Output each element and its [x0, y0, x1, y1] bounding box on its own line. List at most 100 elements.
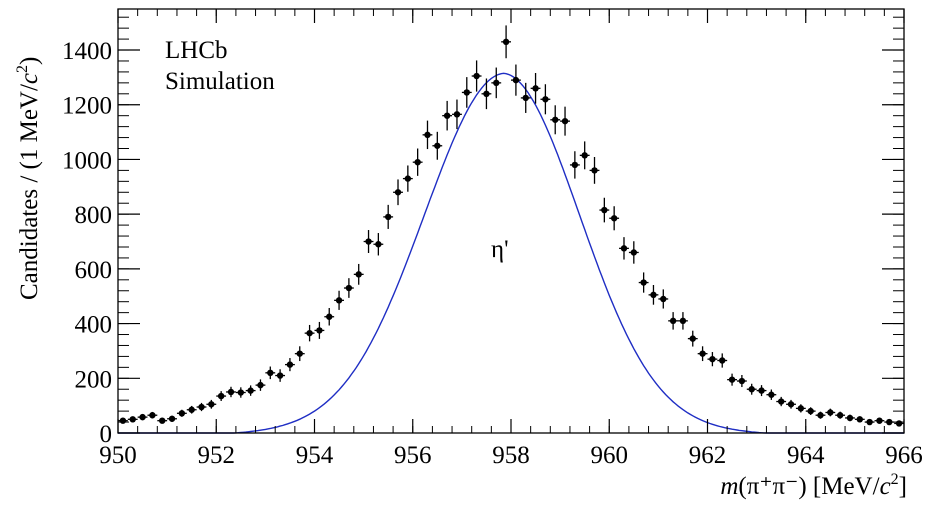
data-point — [147, 411, 158, 419]
point-marker — [257, 381, 264, 389]
data-point — [845, 414, 855, 422]
x-tick-label: 964 — [787, 442, 825, 469]
point-marker — [748, 386, 755, 393]
fit-curve — [118, 72, 904, 434]
data-point — [815, 411, 826, 419]
data-point — [589, 156, 600, 184]
point-marker — [620, 245, 628, 252]
y-tick-label: 200 — [75, 366, 113, 393]
point-marker — [296, 350, 303, 357]
point-marker — [217, 392, 225, 400]
point-marker — [650, 291, 657, 299]
data-point — [216, 391, 227, 401]
point-marker — [876, 417, 883, 424]
data-point — [511, 64, 521, 96]
data-point — [678, 312, 688, 330]
point-marker — [689, 335, 696, 342]
annotation-simulation: Simulation — [165, 68, 275, 95]
point-marker — [817, 412, 824, 419]
point-marker — [581, 152, 588, 159]
data-point — [609, 206, 620, 231]
data-point — [884, 418, 895, 426]
point-marker — [738, 377, 746, 385]
point-marker — [463, 89, 470, 96]
point-marker — [846, 414, 854, 422]
x-label-close: ] — [899, 473, 907, 500]
data-point — [776, 396, 787, 407]
point-marker — [679, 317, 687, 325]
data-point — [835, 411, 846, 419]
point-marker — [758, 387, 765, 394]
point-marker — [453, 111, 461, 118]
fit-curve-layer — [118, 72, 904, 434]
point-marker — [866, 418, 873, 426]
x-tick-label: 954 — [296, 442, 334, 469]
data-point — [736, 375, 747, 388]
y-axis-label: Candidates / (1 MeV/c2) — [14, 57, 43, 300]
data-point — [707, 352, 718, 367]
point-marker — [404, 175, 412, 182]
axes — [117, 8, 905, 434]
point-marker — [669, 317, 677, 325]
y-tick-label: 600 — [75, 257, 113, 284]
point-marker — [601, 206, 608, 214]
point-marker — [571, 161, 579, 169]
point-marker — [443, 112, 451, 119]
point-marker — [699, 350, 706, 357]
point-marker — [306, 329, 313, 337]
data-point — [363, 230, 374, 254]
y-label-c: c — [16, 73, 43, 84]
data-point — [746, 383, 757, 395]
data-point — [304, 324, 315, 342]
point-marker — [610, 215, 618, 222]
point-marker — [895, 420, 903, 427]
data-point — [167, 415, 177, 422]
data-point — [628, 241, 639, 264]
x-tick-label: 956 — [394, 442, 432, 469]
point-marker — [384, 213, 392, 221]
data-point — [452, 99, 462, 130]
x-label-rest: (π⁺π⁻) [MeV/ — [738, 473, 879, 500]
data-point — [343, 278, 354, 298]
data-point — [186, 405, 197, 414]
x-tick-label: 950 — [99, 442, 137, 469]
data-point — [805, 407, 816, 415]
data-point — [471, 60, 482, 92]
point-marker — [787, 401, 795, 408]
data-point — [491, 67, 502, 99]
data-point — [422, 120, 433, 150]
data-point — [864, 418, 875, 426]
x-tick-label: 952 — [198, 442, 236, 469]
data-point — [648, 285, 659, 305]
point-marker — [414, 158, 421, 166]
data-point — [285, 358, 295, 372]
point-marker — [159, 417, 166, 424]
data-point — [540, 84, 551, 115]
point-marker — [267, 369, 274, 377]
point-marker — [542, 96, 549, 103]
point-marker — [660, 295, 667, 303]
data-point — [461, 77, 472, 108]
point-marker — [119, 417, 127, 424]
data-point — [530, 73, 541, 104]
point-marker — [473, 72, 480, 80]
data-point — [373, 233, 384, 256]
data-point — [137, 413, 148, 421]
point-marker — [591, 167, 598, 174]
data-point — [687, 330, 698, 347]
data-point — [894, 420, 904, 427]
data-point — [442, 100, 453, 131]
point-marker — [168, 415, 176, 422]
point-marker — [640, 279, 647, 286]
point-marker — [198, 403, 205, 411]
point-marker — [424, 131, 431, 139]
data-point — [432, 131, 443, 160]
data-point — [786, 399, 796, 409]
point-marker — [856, 416, 863, 423]
data-point — [520, 82, 531, 113]
data-point — [176, 409, 187, 417]
point-marker — [316, 327, 323, 334]
x-tick-label: 958 — [492, 442, 530, 469]
data-point — [393, 179, 403, 206]
